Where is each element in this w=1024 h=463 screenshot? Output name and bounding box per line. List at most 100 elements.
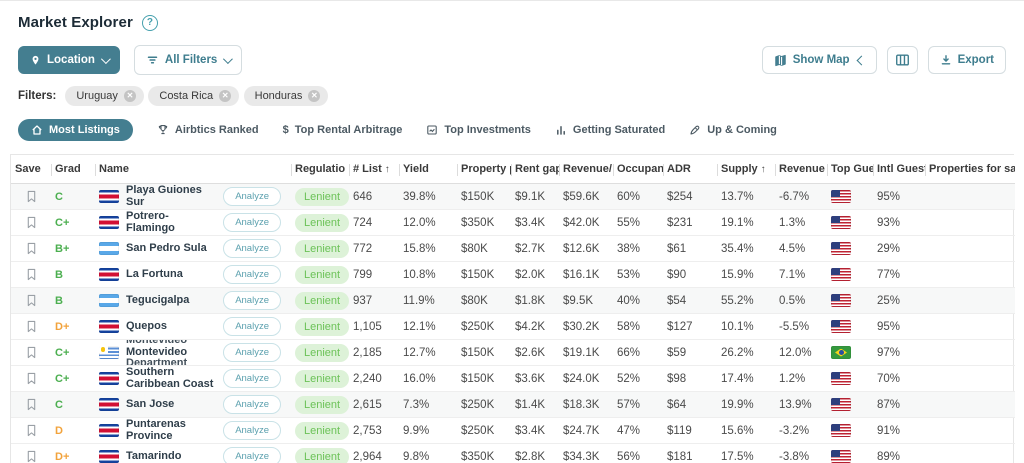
yield-cell: 12.7% xyxy=(399,339,457,366)
column-header-name[interactable]: Name xyxy=(95,155,291,184)
analyze-button[interactable]: Analyze xyxy=(223,187,281,206)
show-map-button[interactable]: Show Map xyxy=(761,46,877,74)
remove-filter-icon[interactable]: ✕ xyxy=(308,90,321,102)
name-cell[interactable]: San Pedro Sula Analyze xyxy=(95,235,291,262)
table-row[interactable]: D Puntarenas Province Analyze Lenient 2,753 9… xyxy=(11,417,1015,444)
bookmark-icon[interactable] xyxy=(26,268,37,284)
costa-rica-flag-icon xyxy=(99,190,119,203)
analyze-button[interactable]: Analyze xyxy=(223,369,281,388)
rent-gap-cell: $3.6K xyxy=(511,365,559,392)
table-row[interactable]: B Tegucigalpa Analyze Lenient 937 11.9% $80K $1… xyxy=(11,287,1015,314)
intl-guest-cell: 95% xyxy=(873,183,925,210)
tab-most-listings[interactable]: Most Listings xyxy=(18,119,133,141)
columns-button[interactable] xyxy=(886,46,918,74)
dollar-icon: $ xyxy=(282,124,289,136)
regulation-badge: Lenient xyxy=(295,213,349,232)
table-row[interactable]: C+ Southern Caribbean Coast Analyze Lenient… xyxy=(11,365,1015,392)
analyze-button[interactable]: Analyze xyxy=(223,317,281,336)
table-row[interactable]: C San Jose Analyze Lenient 2,615 7.3% $250K $1.… xyxy=(11,391,1015,418)
filter-chips: Uruguay ✕ Costa Rica ✕ Honduras ✕ xyxy=(65,86,329,106)
market-name-label: La Fortuna xyxy=(126,267,183,280)
column-header-grade[interactable]: Grad xyxy=(51,155,95,184)
help-icon[interactable]: ? xyxy=(141,14,158,31)
column-header-rent_gap[interactable]: Rent gap/ xyxy=(511,155,559,184)
bookmark-icon[interactable] xyxy=(26,450,37,463)
sort-asc-icon: ↑ xyxy=(384,164,390,175)
bookmark-icon[interactable] xyxy=(26,190,37,206)
name-cell[interactable]: Montevideo Montevideo Department Analyze xyxy=(95,339,291,366)
bookmark-icon[interactable] xyxy=(26,398,37,414)
table-row[interactable]: C+ Montevideo Montevideo Department Analyze L… xyxy=(11,339,1015,366)
bookmark-icon[interactable] xyxy=(26,216,37,232)
column-header-adr[interactable]: ADR xyxy=(663,155,717,184)
tab-top-investments[interactable]: Top Investments xyxy=(426,124,531,136)
export-button[interactable]: Export xyxy=(927,46,1006,74)
bookmark-icon[interactable] xyxy=(26,346,37,362)
column-header-regulation[interactable]: Regulatio xyxy=(291,155,349,184)
bookmark-icon[interactable] xyxy=(26,242,37,258)
name-cell[interactable]: Southern Caribbean Coast Analyze xyxy=(95,365,291,392)
analyze-button[interactable]: Analyze xyxy=(223,291,281,310)
tab-getting-saturated[interactable]: Getting Saturated xyxy=(555,124,665,136)
location-button[interactable]: Location xyxy=(18,46,120,74)
name-cell[interactable]: Playa Guiones Sur Analyze xyxy=(95,183,291,210)
revenue-change-cell: -3.8% xyxy=(775,443,827,463)
column-header-property_price[interactable]: Property p xyxy=(457,155,511,184)
revenue-cell: $30.2K xyxy=(559,313,613,340)
column-header-top_guest[interactable]: Top Gues xyxy=(827,155,873,184)
properties-for-sale-cell xyxy=(925,261,1015,288)
supply-cell: 15.6% xyxy=(717,417,775,444)
remove-filter-icon[interactable]: ✕ xyxy=(219,90,232,102)
column-header-occupancy[interactable]: Occupanc xyxy=(613,155,663,184)
regulation-badge: Lenient xyxy=(295,239,349,258)
name-cell[interactable]: Tamarindo Analyze xyxy=(95,443,291,463)
analyze-button[interactable]: Analyze xyxy=(223,213,281,232)
name-cell[interactable]: Tegucigalpa Analyze xyxy=(95,287,291,314)
column-header-revenue_change[interactable]: Revenue↑ xyxy=(775,155,827,184)
regulation-cell: Lenient xyxy=(291,313,349,340)
column-header-listings[interactable]: # List ↑ xyxy=(349,155,399,184)
tab-up-coming[interactable]: Up & Coming xyxy=(689,124,777,136)
bookmark-icon[interactable] xyxy=(26,294,37,310)
tab-airbtics-ranked[interactable]: Airbtics Ranked xyxy=(157,124,259,136)
tab-top-rental-arbitrage[interactable]: $ Top Rental Arbitrage xyxy=(283,124,403,136)
analyze-button[interactable]: Analyze xyxy=(223,447,281,463)
name-cell[interactable]: San Jose Analyze xyxy=(95,391,291,418)
name-cell[interactable]: Quepos Analyze xyxy=(95,313,291,340)
market-name: Quepos xyxy=(126,320,167,333)
table-row[interactable]: C Playa Guiones Sur Analyze Lenient 646 39.8%… xyxy=(11,183,1015,210)
column-header-supply[interactable]: Supply ↑ xyxy=(717,155,775,184)
column-header-revenue[interactable]: Revenue/ xyxy=(559,155,613,184)
rent-gap-cell: $2.7K xyxy=(511,235,559,262)
column-header-properties_for_sale[interactable]: Properties for sal xyxy=(925,155,1015,184)
tab-label: Airbtics Ranked xyxy=(174,124,259,136)
name-cell[interactable]: Puntarenas Province Analyze xyxy=(95,417,291,444)
all-filters-button[interactable]: All Filters xyxy=(133,45,243,75)
save-cell xyxy=(11,209,51,236)
bookmark-icon[interactable] xyxy=(26,424,37,440)
market-name-label: Tegucigalpa xyxy=(126,293,190,306)
costa-rica-flag-icon xyxy=(99,268,119,281)
name-cell[interactable]: Potrero-Flamingo Analyze xyxy=(95,209,291,236)
occupancy-cell: 56% xyxy=(613,443,663,463)
analyze-button[interactable]: Analyze xyxy=(223,421,281,440)
analyze-button[interactable]: Analyze xyxy=(223,265,281,284)
name-cell[interactable]: La Fortuna Analyze xyxy=(95,261,291,288)
analyze-button[interactable]: Analyze xyxy=(223,395,281,414)
column-header-yield[interactable]: Yield xyxy=(399,155,457,184)
table-row[interactable]: C+ Potrero-Flamingo Analyze Lenient 724 12.0%… xyxy=(11,209,1015,236)
column-header-intl_guest[interactable]: Intl Guest xyxy=(873,155,925,184)
regulation-badge: Lenient xyxy=(295,317,349,336)
table-row[interactable]: D+ Quepos Analyze Lenient 1,105 12.1% $250K $4.… xyxy=(11,313,1015,340)
analyze-button[interactable]: Analyze xyxy=(223,343,281,362)
revenue-cell: $42.0K xyxy=(559,209,613,236)
table-row[interactable]: B+ San Pedro Sula Analyze Lenient 772 15.8% $8… xyxy=(11,235,1015,262)
bookmark-icon[interactable] xyxy=(26,320,37,336)
listings-cell: 772 xyxy=(349,235,399,262)
analyze-button[interactable]: Analyze xyxy=(223,239,281,258)
remove-filter-icon[interactable]: ✕ xyxy=(123,90,136,102)
table-row[interactable]: D+ Tamarindo Analyze Lenient 2,964 9.8% $350K $… xyxy=(11,443,1015,463)
bookmark-icon[interactable] xyxy=(26,372,37,388)
table-row[interactable]: B La Fortuna Analyze Lenient 799 10.8% $150K $2… xyxy=(11,261,1015,288)
column-header-save[interactable]: Save xyxy=(11,155,51,184)
